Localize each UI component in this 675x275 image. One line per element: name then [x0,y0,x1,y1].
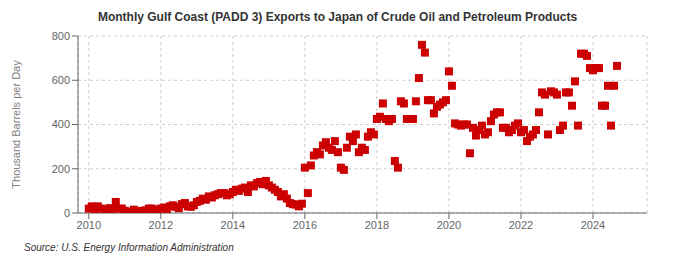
svg-text:2018: 2018 [365,219,389,231]
svg-text:2016: 2016 [293,219,317,231]
svg-text:200: 200 [52,163,70,175]
svg-text:2014: 2014 [221,219,245,231]
svg-text:2012: 2012 [149,219,173,231]
html-text:Source: U.S. Energy Informatio: Source: U.S. Energy Information Administ… [24,242,234,253]
svg-text:2024: 2024 [581,219,605,231]
svg-text:2020: 2020 [437,219,461,231]
svg-text:Thousand Barrels per Day: Thousand Barrels per Day [10,60,22,189]
svg-text:600: 600 [52,74,70,86]
svg-text:0: 0 [64,207,70,219]
svg-text:800: 800 [52,30,70,42]
svg-text:400: 400 [52,118,70,130]
svg-text:2010: 2010 [77,219,101,231]
svg-text:2022: 2022 [509,219,533,231]
html-text:Monthly Gulf Coast (PADD 3) Ex: Monthly Gulf Coast (PADD 3) Exports to J… [97,10,578,24]
